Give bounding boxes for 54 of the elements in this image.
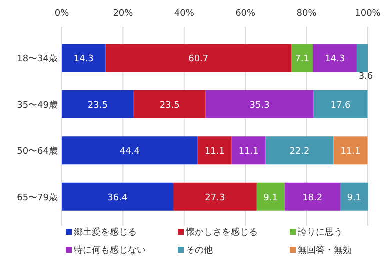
legend-label: 無回答・無効	[298, 245, 352, 256]
data-label: 22.2	[290, 147, 310, 158]
x-tick-label: 60%	[236, 9, 256, 19]
data-label: 14.3	[325, 54, 346, 65]
bar	[62, 136, 198, 165]
bar	[292, 44, 314, 72]
bar	[284, 182, 340, 211]
legend-label: その他	[186, 245, 213, 256]
data-label: 17.6	[330, 100, 352, 111]
data-label: 3.6	[358, 72, 374, 82]
bar	[340, 182, 368, 211]
data-label: 9.1	[264, 193, 278, 204]
legend-label: 特に何も感じない	[74, 245, 146, 256]
x-tick-label: 40%	[174, 9, 195, 19]
data-label: 18.2	[302, 193, 323, 204]
x-tick-label: 20%	[113, 9, 134, 19]
bar	[62, 182, 174, 211]
data-label: 11.1	[340, 147, 361, 158]
bar	[266, 136, 334, 165]
data-label: 23.5	[88, 100, 108, 111]
data-label: 7.1	[295, 54, 310, 65]
bar	[198, 136, 232, 165]
bar	[62, 44, 106, 72]
data-label: 11.1	[238, 147, 259, 158]
data-label: 9.1	[347, 193, 362, 204]
data-label: 14.3	[74, 54, 94, 65]
bar	[62, 90, 134, 118]
bar	[232, 136, 266, 165]
data-label: 23.5	[160, 100, 180, 111]
data-label: 44.4	[120, 147, 140, 158]
x-tick-label: 80%	[296, 9, 318, 19]
bar	[134, 90, 206, 118]
x-tick-label: 100%	[355, 9, 382, 19]
y-tick-label: 18〜34歳	[17, 54, 58, 65]
data-label: 11.1	[204, 147, 225, 158]
y-tick-label: 65〜79歳	[17, 192, 58, 204]
data-label: 35.3	[250, 100, 270, 111]
y-tick-label: 35〜49歳	[17, 100, 58, 111]
bar	[173, 182, 257, 211]
bar	[314, 90, 368, 118]
legend-label: 誇りに思う	[298, 227, 343, 238]
data-label: 27.3	[205, 193, 226, 204]
bar	[313, 44, 357, 72]
y-tick-label: 50〜64歳	[17, 146, 58, 158]
bar	[356, 44, 368, 72]
data-label: 36.4	[108, 193, 128, 204]
bar	[106, 44, 292, 72]
legend-label: 懐かしさを感じる	[185, 227, 258, 238]
legend-label: 郷土愛を感じる	[74, 227, 137, 238]
x-tick-label: 0%	[54, 9, 70, 19]
bar	[334, 136, 368, 165]
bar	[256, 182, 285, 211]
data-label: 60.7	[188, 54, 209, 65]
bar	[206, 90, 314, 118]
